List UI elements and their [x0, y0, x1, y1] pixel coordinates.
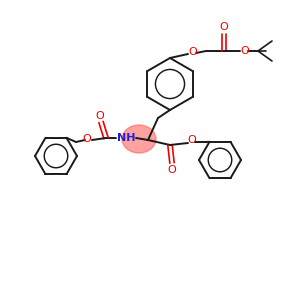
Text: O: O: [82, 134, 91, 144]
Text: O: O: [188, 135, 196, 145]
Text: O: O: [220, 22, 228, 32]
Text: O: O: [189, 47, 197, 57]
Text: O: O: [168, 165, 176, 175]
Text: NH: NH: [117, 133, 135, 143]
Text: O: O: [96, 111, 104, 121]
Text: O: O: [241, 46, 249, 56]
Ellipse shape: [122, 125, 156, 153]
